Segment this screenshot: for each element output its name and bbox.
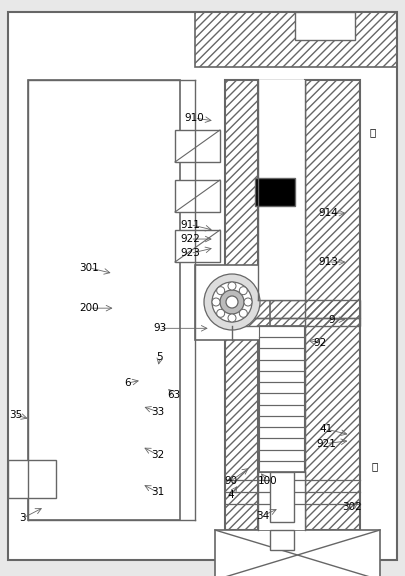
Bar (225, 318, 360, 326)
Bar (270, 472, 294, 522)
Text: 302: 302 (343, 502, 362, 512)
Circle shape (239, 287, 247, 295)
Bar (175, 230, 220, 262)
Text: 32: 32 (151, 450, 164, 460)
Bar (195, 12, 397, 67)
Text: 后: 后 (371, 461, 378, 472)
Circle shape (217, 287, 225, 295)
Text: 前: 前 (369, 127, 376, 138)
Text: 9: 9 (329, 314, 335, 325)
Text: 92: 92 (313, 338, 326, 348)
Text: 35: 35 (9, 410, 22, 420)
Bar (258, 80, 305, 530)
Text: 910: 910 (185, 113, 204, 123)
Text: 63: 63 (168, 389, 181, 400)
Text: 100: 100 (258, 476, 277, 486)
Text: 31: 31 (151, 487, 164, 498)
Circle shape (220, 290, 244, 314)
Bar (215, 530, 380, 576)
Bar (258, 80, 305, 300)
Text: 921: 921 (316, 438, 336, 449)
Text: 922: 922 (180, 234, 200, 244)
Text: 913: 913 (318, 257, 338, 267)
Circle shape (212, 298, 220, 306)
Bar (305, 80, 360, 530)
Bar (225, 300, 360, 318)
Text: 90: 90 (224, 476, 237, 486)
Bar (28, 80, 180, 520)
Circle shape (217, 309, 225, 317)
Bar (270, 530, 294, 550)
Circle shape (228, 282, 236, 290)
Circle shape (212, 282, 252, 322)
Circle shape (204, 274, 260, 330)
Text: 911: 911 (180, 219, 200, 230)
Circle shape (244, 298, 252, 306)
Bar (8, 460, 56, 498)
Circle shape (239, 309, 247, 317)
Text: 923: 923 (180, 248, 200, 259)
Text: 6: 6 (124, 378, 131, 388)
Text: 41: 41 (320, 424, 333, 434)
Text: 34: 34 (257, 510, 270, 521)
Text: 200: 200 (79, 303, 99, 313)
Text: 33: 33 (151, 407, 164, 417)
Text: 4: 4 (228, 490, 234, 501)
Bar (258, 472, 305, 530)
Circle shape (228, 314, 236, 322)
Bar (175, 180, 220, 212)
Text: 3: 3 (19, 513, 26, 524)
Bar (175, 130, 220, 162)
Text: 301: 301 (79, 263, 99, 273)
Text: 5: 5 (157, 352, 163, 362)
Circle shape (226, 296, 238, 308)
Bar (195, 265, 270, 340)
Bar (225, 80, 258, 530)
Bar (259, 326, 304, 472)
Text: 914: 914 (318, 208, 338, 218)
Bar (255, 178, 295, 206)
Text: 93: 93 (153, 323, 166, 334)
Bar (295, 12, 355, 40)
